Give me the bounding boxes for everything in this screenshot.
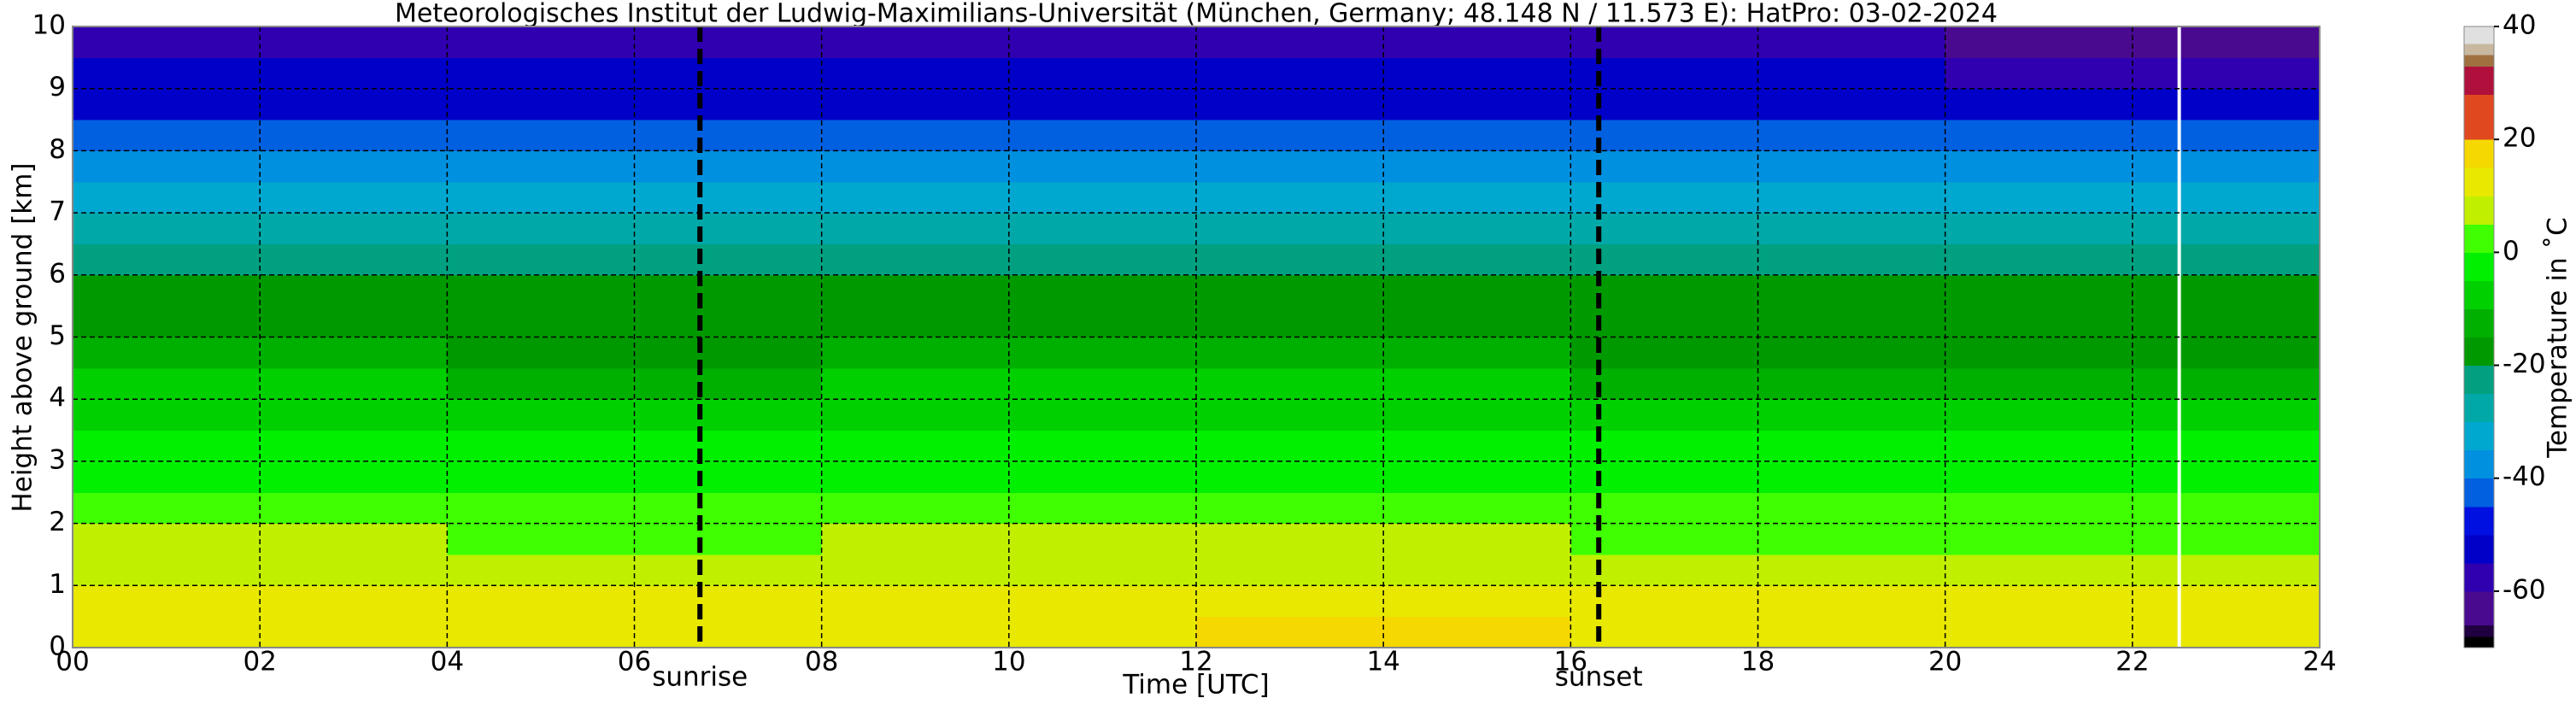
colorbar-label: Temperature in ˚C [2543, 217, 2573, 458]
x-tick-label: 22 [2115, 647, 2149, 678]
colorbar-tick-label: -60 [2503, 574, 2546, 605]
colorbar-segment [2464, 224, 2494, 253]
y-tick-label: 2 [49, 507, 66, 537]
x-tick-label: 16 [1554, 647, 1587, 678]
colorbar-segment [2464, 562, 2494, 592]
y-tick-label: 10 [32, 10, 66, 41]
y-tick-label: 6 [49, 258, 66, 289]
y-tick-label: 3 [49, 444, 66, 475]
x-tick-label: 20 [1928, 647, 1962, 678]
y-tick-label: 9 [49, 72, 66, 103]
colorbar-tick-label: -40 [2503, 461, 2546, 492]
y-tick-label: 7 [49, 197, 66, 227]
colorbar-tick-label: 20 [2503, 123, 2536, 154]
x-tick-label: 18 [1741, 647, 1775, 678]
y-tick-label: 5 [49, 320, 66, 351]
chart-title: Meteorologisches Institut der Ludwig-Max… [395, 0, 1998, 29]
colorbar-segment [2464, 55, 2494, 67]
colorbar-segment [2464, 252, 2494, 281]
x-tick-label: 04 [431, 647, 464, 678]
y-tick-label: 0 [49, 631, 66, 662]
x-tick-label: 10 [992, 647, 1025, 678]
y-tick-label: 8 [49, 134, 66, 165]
colorbar-segment [2464, 26, 2494, 44]
x-tick-label: 12 [1179, 647, 1212, 678]
colorbar-segment [2464, 167, 2494, 197]
colorbar-segment [2464, 534, 2494, 564]
colorbar-segment [2464, 478, 2494, 507]
x-tick-label: 02 [243, 647, 276, 678]
colorbar-segment [2464, 365, 2494, 395]
colorbar-segment [2464, 636, 2494, 648]
colorbar-segment [2464, 337, 2494, 367]
colorbar-segment [2464, 94, 2494, 140]
x-tick-label: 14 [1366, 647, 1399, 678]
colorbar-segment [2464, 421, 2494, 451]
colorbar-segment [2464, 43, 2494, 56]
annotation-label: sunrise [652, 662, 748, 693]
x-tick-label: 24 [2303, 647, 2336, 678]
colorbar-segment [2464, 139, 2494, 168]
colorbar-segment [2464, 308, 2494, 337]
colorbar-segment [2464, 625, 2494, 637]
x-tick-label: 00 [56, 647, 89, 678]
colorbar-segment [2464, 196, 2494, 225]
colorbar-segment [2464, 393, 2494, 423]
colorbar-segment [2464, 66, 2494, 95]
colorbar-segment [2464, 449, 2494, 479]
plot-frame [72, 26, 2321, 648]
colorbar-segment [2464, 590, 2494, 626]
x-tick-label: 08 [805, 647, 838, 678]
colorbar-segment [2464, 280, 2494, 309]
annotation-label: sunset [1555, 662, 1643, 693]
y-tick-label: 1 [49, 569, 66, 600]
x-tick-label: 06 [618, 647, 651, 678]
x-axis-label: Time [UTC] [1122, 670, 1269, 701]
colorbar-tick-label: -20 [2503, 349, 2546, 379]
y-tick-label: 4 [49, 383, 66, 414]
colorbar-tick-label: 40 [2503, 10, 2536, 41]
colorbar-frame [2463, 26, 2495, 648]
colorbar-segment [2464, 506, 2494, 536]
colorbar-tick-label: 0 [2503, 236, 2520, 267]
y-axis-label: Height above ground [km] [8, 162, 38, 512]
